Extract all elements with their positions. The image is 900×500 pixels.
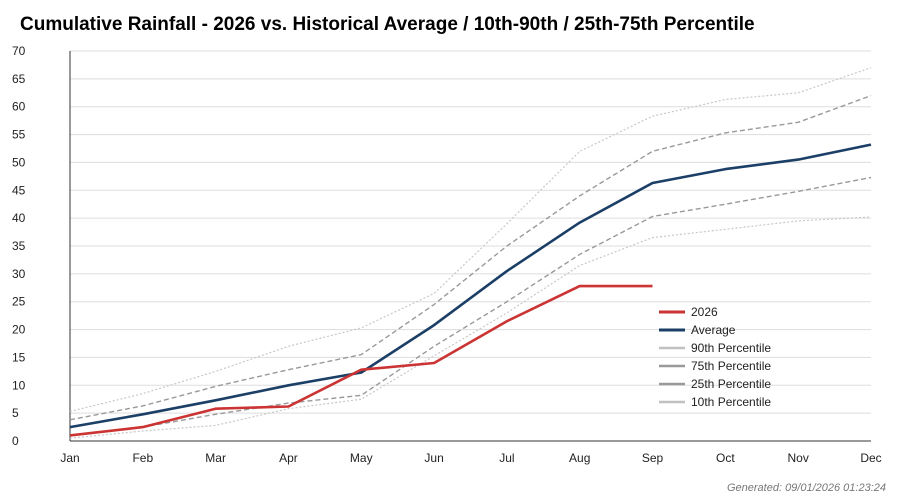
series-line-25th-percentile bbox=[69, 176, 872, 437]
chart-title: Cumulative Rainfall - 2026 vs. Historica… bbox=[20, 14, 755, 35]
x-tick-label: Jul bbox=[499, 451, 514, 465]
y-tick-label: 40 bbox=[12, 211, 26, 225]
generated-timestamp: Generated: 09/01/2026 01:23:24 bbox=[727, 482, 886, 494]
x-tick-label: Aug bbox=[569, 451, 590, 465]
x-tick-label: Jun bbox=[424, 451, 443, 465]
x-tick-label: Mar bbox=[205, 451, 226, 465]
y-tick-label: 70 bbox=[12, 44, 26, 58]
y-tick-label: 5 bbox=[12, 406, 19, 420]
x-tick-label: Dec bbox=[860, 451, 881, 465]
legend-label-90th-percentile: 90th Percentile bbox=[691, 341, 771, 355]
y-tick-label: 65 bbox=[12, 72, 26, 86]
series-lines bbox=[69, 67, 872, 439]
y-tick-label: 60 bbox=[12, 100, 26, 114]
legend: 2026 Average 90th Percentile 75th Percentil… bbox=[659, 305, 771, 409]
legend-label-average: Average bbox=[691, 323, 736, 337]
y-tick-label: 30 bbox=[12, 267, 26, 281]
series-line-average bbox=[69, 143, 872, 429]
y-tick-label: 0 bbox=[12, 434, 19, 448]
x-tick-label: Jan bbox=[60, 451, 79, 465]
series-line-2026 bbox=[69, 284, 653, 437]
x-tick-label: Nov bbox=[788, 451, 809, 465]
y-tick-label: 10 bbox=[12, 378, 26, 392]
x-tick-label: Oct bbox=[716, 451, 735, 465]
series-line-75th-percentile bbox=[69, 94, 872, 421]
y-tick-label: 15 bbox=[12, 350, 26, 364]
x-tick-label: Apr bbox=[279, 451, 298, 465]
y-tick-label: 35 bbox=[12, 239, 26, 253]
y-tick-label: 45 bbox=[12, 183, 26, 197]
legend-label-10th-percentile: 10th Percentile bbox=[691, 395, 771, 409]
grid-lines bbox=[70, 50, 871, 414]
y-tick-label: 50 bbox=[12, 155, 26, 169]
x-tick-label: May bbox=[350, 451, 373, 465]
x-tick-label: Feb bbox=[132, 451, 153, 465]
y-tick-label: 20 bbox=[12, 323, 26, 337]
legend-label-25th-percentile: 25th Percentile bbox=[691, 377, 771, 391]
legend-label-75th-percentile: 75th Percentile bbox=[691, 359, 771, 373]
series-line-10th-percentile bbox=[69, 216, 872, 439]
axes: 0 5 10 15 20 25 30 35 40 45 50 55 60 65 70 Jan Feb Mar Apr… bbox=[12, 44, 882, 465]
y-tick-label: 55 bbox=[12, 128, 26, 142]
y-tick-label: 25 bbox=[12, 295, 26, 309]
x-tick-label: Sep bbox=[642, 451, 664, 465]
legend-label-2026: 2026 bbox=[691, 305, 718, 319]
